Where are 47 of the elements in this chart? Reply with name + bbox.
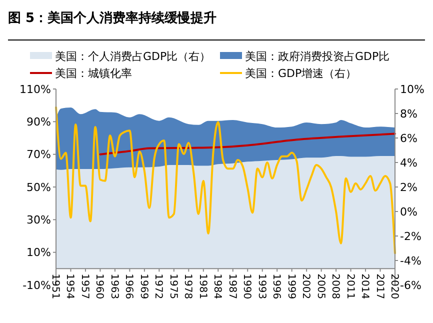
x-tick-label: 2002 [300,274,312,300]
x-tick-label: 2017 [374,274,385,300]
x-tick-label: 1954 [64,274,76,300]
y2-tick-label: 2% [400,180,418,194]
x-tick-label: 1960 [94,274,105,300]
legend-label: 美国：个人消费占GDP比（右） [55,50,211,63]
x-tick-label: 1972 [152,274,164,300]
x-tick-label: 1993 [256,274,267,300]
x-tick-label: 2011 [344,274,356,300]
x-tick-label: 2005 [314,274,326,300]
x-tick-label: 1975 [167,274,178,300]
x-tick-label: 1987 [226,274,238,300]
y-tick-label: 30% [26,214,51,227]
x-tick-label: 1996 [270,274,282,300]
y-tick-label: 110% [20,82,51,96]
y2-tick-label: -6% [400,278,422,292]
y-tick-label: 90% [26,116,51,129]
x-tick-label: 1951 [50,274,60,300]
x-tick-label: 1957 [78,274,90,300]
x-tick-label: 1999 [285,274,296,300]
y2-tick-label: -4% [400,254,422,268]
line-series [99,132,396,156]
y-tick-label: 70% [26,148,51,162]
x-tick-label: 1963 [108,274,120,300]
y2-tick-label: 10% [400,82,424,96]
legend-label: 美国：GDP增速（右） [245,67,357,80]
legend-label: 美国：政府消费投资占GDP比 [245,50,390,63]
x-tick-label: 2014 [359,274,370,300]
y2-tick-label: 0% [400,205,418,218]
x-tick-label: 1978 [182,274,194,300]
x-tick-label: 2020 [388,274,400,300]
x-tick-label: 1969 [138,274,149,300]
x-tick-label: 1990 [241,274,252,300]
x-tick-label: 1966 [123,274,134,300]
line-series [55,106,396,254]
x-tick-label: 2008 [330,274,341,300]
x-tick-label: 1981 [196,274,208,300]
y2-tick-label: 4% [400,156,418,170]
y-tick-label: -10% [22,278,51,292]
y2-tick-label: 6% [400,132,418,145]
y2-tick-label: -2% [400,230,422,243]
chart-title: 图 5：美国个人消费率持续缓慢提升 [8,10,217,26]
y-tick-label: 50% [26,180,51,194]
legend-label: 美国：城镇化率 [55,67,132,80]
y2-tick-label: 8% [400,107,418,120]
y-tick-label: 10% [26,246,51,260]
x-tick-label: 1984 [212,274,223,300]
